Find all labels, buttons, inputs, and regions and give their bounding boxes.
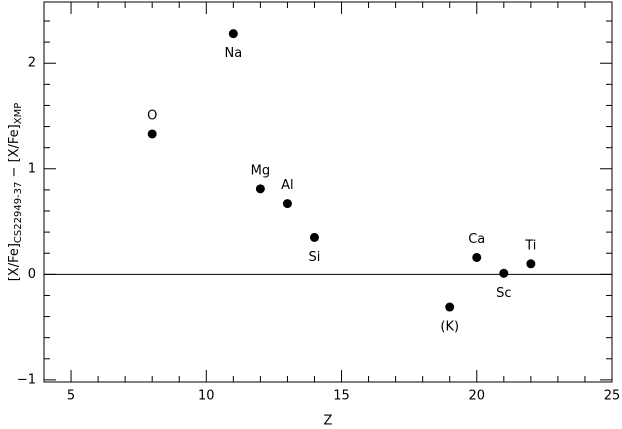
x-tick-label: 15 [333, 389, 350, 404]
y-tick-label: 2 [28, 56, 36, 71]
data-point [309, 232, 319, 242]
y-axis-label: [X/Fe]CS22949-37 − [X/Fe]XMP [7, 103, 25, 282]
data-point [526, 259, 536, 269]
x-tick-label: 5 [67, 389, 75, 404]
point-label: Si [309, 250, 321, 265]
y-tick-label: 0 [28, 267, 36, 282]
x-tick-label: 25 [604, 389, 621, 404]
data-point [445, 302, 455, 312]
data-point [147, 129, 157, 139]
point-label: Sc [496, 286, 511, 301]
point-label: Al [281, 178, 294, 193]
point-label: (K) [440, 320, 459, 335]
y-label-text: [X/Fe] [7, 243, 22, 281]
y-label-subscript: XMP [13, 103, 24, 125]
y-tick-label: 1 [28, 161, 36, 176]
x-tick-label: 20 [468, 389, 485, 404]
data-point [499, 268, 509, 278]
x-axis-label: Z [324, 414, 333, 429]
data-point [282, 199, 292, 209]
plot-frame [43, 1, 613, 383]
y-tick-label: −1 [17, 372, 36, 387]
x-tick-label: 10 [198, 389, 215, 404]
point-label: Ti [524, 238, 536, 253]
data-point [255, 184, 265, 194]
point-label: Ca [468, 232, 485, 247]
point-label: Na [224, 46, 242, 61]
point-label: Mg [251, 163, 270, 178]
y-label-subscript: CS22949-37 [13, 182, 24, 243]
point-label: O [147, 108, 157, 123]
data-point [228, 29, 238, 39]
y-label-text: − [X/Fe] [7, 124, 22, 181]
data-point [472, 252, 482, 262]
